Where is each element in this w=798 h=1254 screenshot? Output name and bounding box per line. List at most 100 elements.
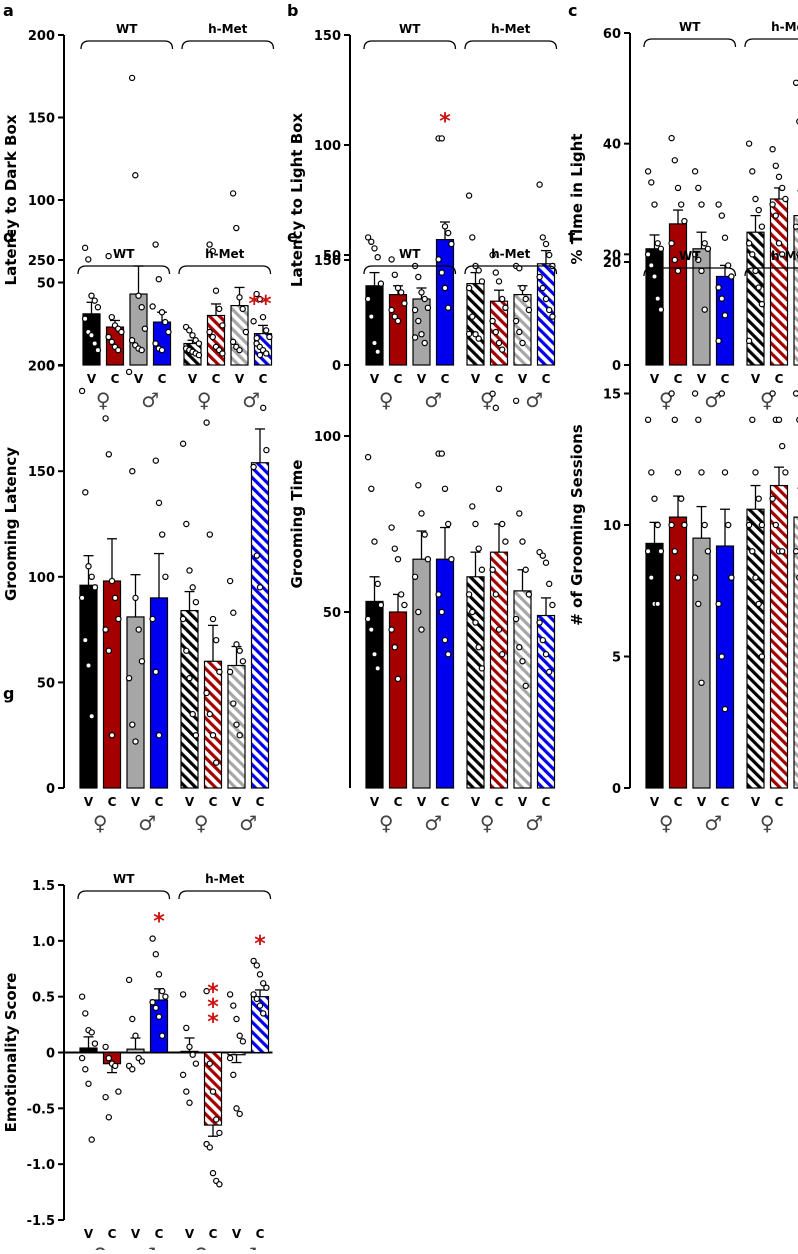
- data-point: [413, 307, 418, 312]
- data-point: [716, 285, 721, 290]
- y-tick-label: 5: [612, 651, 621, 666]
- data-point: [649, 575, 654, 580]
- y-tick-label: 0: [612, 782, 621, 797]
- data-point: [719, 391, 724, 396]
- y-axis-title: Latency to Light Box: [288, 113, 306, 288]
- panel-letter: g: [3, 684, 14, 703]
- data-point: [80, 388, 85, 393]
- data-point: [425, 557, 430, 562]
- data-point: [187, 676, 192, 681]
- sex-symbol: ♀: [93, 811, 108, 835]
- data-point: [220, 351, 225, 356]
- treatment-label: C: [108, 795, 117, 809]
- treatment-label: C: [256, 1227, 265, 1241]
- data-point: [187, 1100, 192, 1105]
- data-point: [389, 525, 394, 530]
- data-point: [220, 323, 225, 328]
- treatment-label: C: [108, 1227, 117, 1241]
- data-point: [375, 255, 380, 260]
- treatment-label: C: [674, 795, 683, 809]
- data-point: [366, 455, 371, 460]
- data-point: [419, 627, 424, 632]
- data-point: [500, 347, 505, 352]
- data-point: [646, 549, 651, 554]
- y-axis-title: Grooming Time: [288, 460, 306, 589]
- data-point: [783, 470, 788, 475]
- data-point: [658, 307, 663, 312]
- data-point: [240, 659, 245, 664]
- y-axis-title: # of Grooming Sessions: [568, 424, 586, 626]
- data-point: [237, 733, 242, 738]
- data-point: [160, 988, 165, 993]
- data-point: [234, 1106, 239, 1111]
- data-point: [699, 202, 704, 207]
- wt-bracket: [644, 39, 736, 47]
- data-point: [693, 391, 698, 396]
- data-point: [184, 1025, 189, 1030]
- data-point: [422, 296, 427, 301]
- data-point: [392, 272, 397, 277]
- treatment-label: V: [650, 372, 660, 386]
- data-point: [402, 301, 407, 306]
- bar: [104, 581, 121, 788]
- data-point: [187, 1044, 192, 1049]
- data-point: [153, 242, 158, 247]
- data-point: [89, 293, 94, 298]
- data-point: [547, 252, 552, 257]
- data-point: [669, 241, 674, 246]
- sex-symbol: ♀: [194, 811, 209, 835]
- treatment-label: V: [134, 372, 144, 386]
- data-point: [672, 257, 677, 262]
- data-point: [416, 609, 421, 614]
- data-point: [375, 666, 380, 671]
- sex-symbol: ♂: [239, 1243, 257, 1250]
- data-point: [756, 601, 761, 606]
- data-point: [217, 1130, 222, 1135]
- hmet-bracket: [182, 41, 274, 49]
- data-point: [693, 169, 698, 174]
- data-point: [264, 351, 269, 356]
- data-point: [86, 564, 91, 569]
- data-point: [136, 293, 141, 298]
- data-point: [753, 470, 758, 475]
- data-point: [163, 320, 168, 325]
- data-point: [153, 669, 158, 674]
- sex-symbol: ♂: [242, 388, 260, 412]
- bar: [127, 617, 144, 788]
- data-point: [794, 224, 798, 229]
- data-point: [696, 417, 701, 422]
- treatment-label: C: [209, 795, 218, 809]
- data-point: [156, 972, 161, 977]
- data-point: [419, 290, 424, 295]
- treatment-label: V: [84, 795, 94, 809]
- data-point: [133, 595, 138, 600]
- data-point: [83, 638, 88, 643]
- wt-bracket: [78, 891, 170, 899]
- wt-label: WT: [679, 20, 701, 34]
- data-point: [726, 263, 731, 268]
- data-point: [646, 417, 651, 422]
- data-point: [470, 314, 475, 319]
- sex-symbol: ♂: [525, 388, 543, 412]
- data-point: [514, 616, 519, 621]
- y-tick-label: 1.0: [32, 935, 55, 950]
- data-point: [231, 1003, 236, 1008]
- data-point: [153, 458, 158, 463]
- data-point: [655, 296, 660, 301]
- data-point: [413, 574, 418, 579]
- significance-star: *: [439, 109, 451, 134]
- treatment-label: C: [212, 372, 221, 386]
- treatment-label: V: [185, 795, 195, 809]
- data-point: [184, 521, 189, 526]
- data-point: [389, 627, 394, 632]
- wt-label: WT: [113, 872, 135, 886]
- data-point: [425, 305, 430, 310]
- treatment-label: C: [158, 372, 167, 386]
- data-point: [234, 1016, 239, 1021]
- data-point: [187, 328, 192, 333]
- data-point: [446, 305, 451, 310]
- data-point: [119, 329, 124, 334]
- data-point: [756, 496, 761, 501]
- data-point: [264, 985, 269, 990]
- data-point: [655, 522, 660, 527]
